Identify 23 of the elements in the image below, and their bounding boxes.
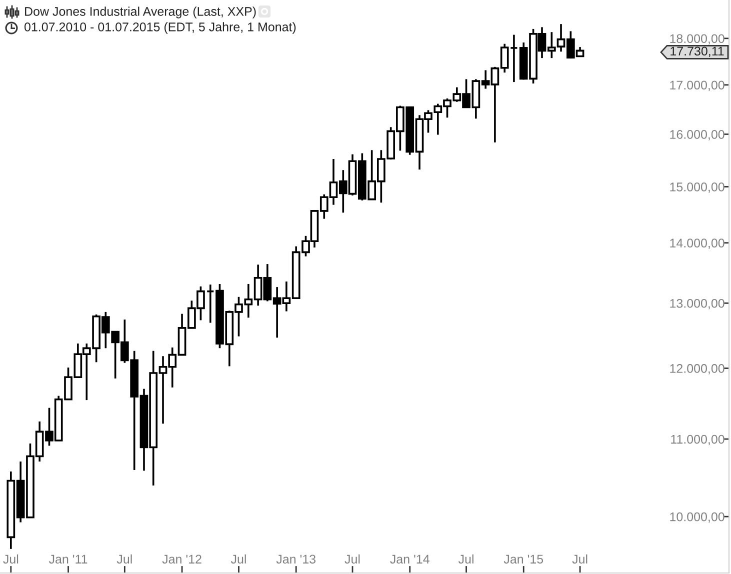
y-tick-label: 12.000,00: [670, 364, 724, 374]
text: 01.07.2010 - 01.07.2015 (EDT, 5 Jahre, 1 Monat): [24, 22, 296, 34]
x-tick-label: Jan '12: [162, 554, 202, 564]
x-tick-label: Jul: [572, 554, 588, 564]
y-tick-label: 16.000,00: [670, 130, 724, 140]
x-tick-label: Jul: [230, 554, 246, 564]
annotation: 17.730,11: [670, 46, 724, 58]
chart-title: Dow Jones Industrial Average (Last, XXP): [25, 6, 256, 18]
x-tick-label: Jan '13: [276, 554, 316, 564]
x-tick-label: Jan '14: [390, 554, 430, 564]
y-tick-label: 14.000,00: [670, 238, 724, 249]
y-tick-label: 11.000,00: [671, 434, 724, 446]
x-tick-label: Jul: [116, 554, 132, 564]
y-tick-label: 13.000,00: [670, 298, 724, 310]
y-tick-label: 10.000,00: [670, 512, 724, 523]
x-tick-label: Jul: [458, 554, 474, 564]
x-tick-label: Jan '15: [504, 554, 544, 564]
y-tick-label: 18.000,00: [670, 34, 724, 45]
x-tick-label: Jan '11: [48, 554, 88, 564]
x-tick-label: Jul: [3, 554, 18, 564]
y-tick-label: 15.000,00: [670, 182, 724, 193]
x-tick-label: Jul: [344, 554, 360, 564]
y-tick-label: 17.000,00: [670, 80, 724, 92]
